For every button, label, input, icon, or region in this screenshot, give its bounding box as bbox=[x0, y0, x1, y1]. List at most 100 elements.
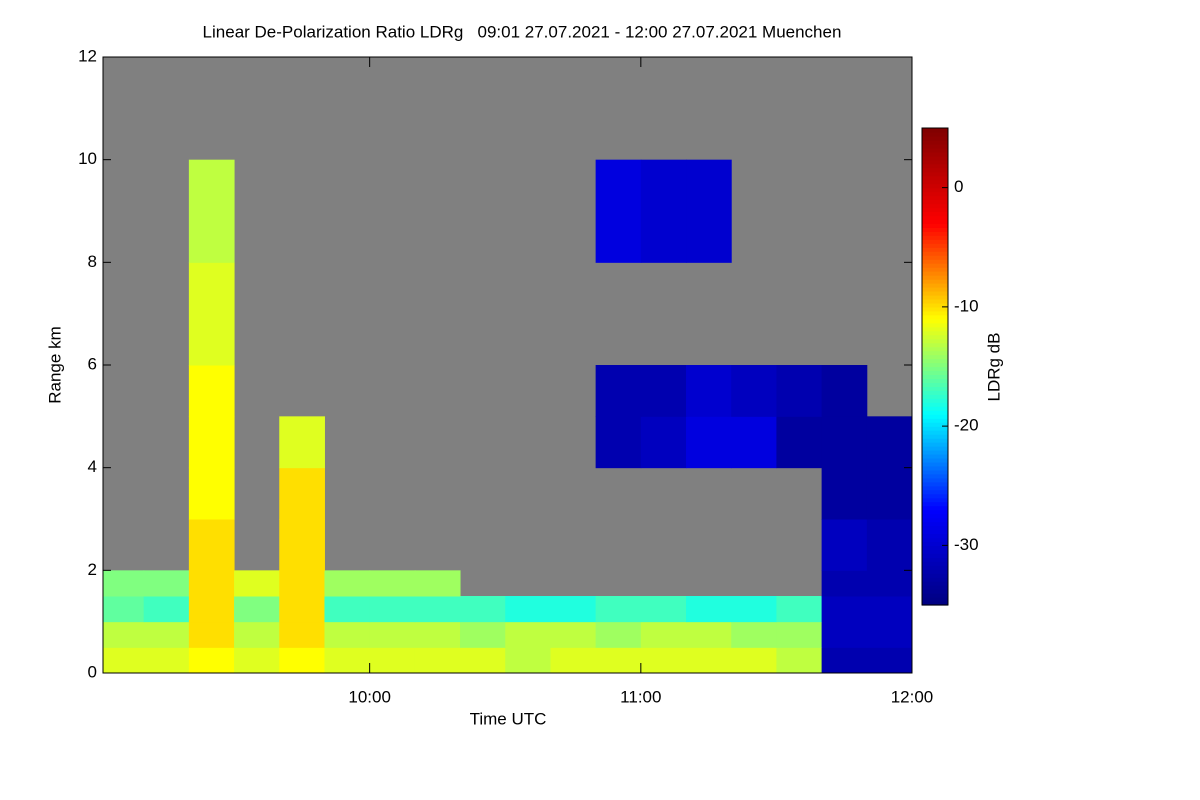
heatmap-cell bbox=[414, 647, 461, 674]
colorbar-swatch bbox=[922, 382, 948, 387]
heatmap-cell bbox=[234, 570, 280, 597]
colorbar-swatch bbox=[922, 155, 948, 161]
heatmap-cell bbox=[866, 416, 913, 469]
x-tick-label: 12:00 bbox=[891, 687, 934, 706]
colorbar-swatch bbox=[922, 255, 948, 260]
y-tick-label: 4 bbox=[88, 457, 97, 476]
heatmap-cell bbox=[505, 621, 551, 648]
colorbar-swatch bbox=[922, 561, 948, 566]
colorbar-swatch bbox=[922, 422, 948, 427]
colorbar-swatch bbox=[922, 219, 948, 224]
colorbar-swatch bbox=[922, 159, 948, 165]
heatmap-cell bbox=[640, 621, 687, 648]
colorbar-swatch bbox=[922, 585, 948, 590]
colorbar-swatch bbox=[922, 346, 948, 352]
heatmap-cell bbox=[103, 647, 145, 674]
heatmap-cell bbox=[279, 467, 325, 520]
colorbar-swatch bbox=[922, 366, 948, 372]
colorbar-swatch bbox=[922, 593, 948, 598]
heatmap-cell bbox=[460, 621, 506, 648]
colorbar-swatch bbox=[922, 465, 948, 471]
heatmap-cell bbox=[188, 570, 235, 597]
colorbar-swatch bbox=[922, 318, 948, 324]
colorbar-swatch bbox=[922, 481, 948, 487]
colorbar-swatch bbox=[922, 426, 948, 431]
heatmap-cell bbox=[369, 647, 416, 674]
colorbar-swatch bbox=[922, 163, 948, 169]
heatmap-cell bbox=[776, 416, 823, 469]
y-tick-label: 0 bbox=[88, 662, 97, 681]
heatmap-cell bbox=[324, 621, 371, 648]
colorbar-swatch bbox=[922, 569, 948, 574]
colorbar-swatch bbox=[922, 573, 948, 578]
heatmap-cell bbox=[640, 647, 687, 674]
colorbar-swatch bbox=[922, 418, 948, 423]
colorbar-swatch bbox=[922, 517, 948, 523]
colorbar-swatch bbox=[922, 513, 948, 519]
colorbar-swatch bbox=[922, 310, 948, 316]
colorbar-swatch bbox=[922, 374, 948, 380]
heatmap-cell bbox=[640, 365, 687, 417]
colorbar-swatch bbox=[922, 541, 948, 546]
colorbar-swatch bbox=[922, 549, 948, 554]
colorbar-swatch bbox=[922, 453, 948, 459]
heatmap-cell bbox=[776, 365, 823, 417]
colorbar-swatch bbox=[922, 597, 948, 602]
heatmap-cell bbox=[595, 365, 642, 417]
heatmap-cell bbox=[414, 596, 461, 623]
heatmap-cell bbox=[550, 596, 597, 623]
heatmap-cell bbox=[414, 570, 461, 597]
colorbar-swatch bbox=[922, 239, 948, 244]
colorbar-swatch bbox=[922, 414, 948, 419]
colorbar-swatch bbox=[922, 402, 948, 407]
heatmap-cell bbox=[188, 159, 235, 263]
colorbar-swatch bbox=[922, 489, 948, 495]
colorbar-swatch bbox=[922, 302, 948, 308]
heatmap-cell bbox=[686, 621, 732, 648]
heatmap-cell bbox=[143, 647, 190, 674]
colorbar-swatch bbox=[922, 485, 948, 491]
colorbar-swatch bbox=[922, 521, 948, 527]
colorbar-swatch bbox=[922, 509, 948, 515]
heatmap-cell bbox=[686, 647, 732, 674]
heatmap-cell bbox=[731, 365, 777, 417]
heatmap-cell bbox=[188, 262, 235, 366]
heatmap-cell bbox=[103, 570, 145, 597]
heatmap-cell bbox=[188, 647, 235, 674]
heatmap-cell bbox=[550, 647, 597, 674]
heatmap-cell bbox=[821, 621, 868, 648]
colorbar-swatch bbox=[922, 243, 948, 248]
colorbar-swatch bbox=[922, 283, 948, 288]
colorbar-swatch bbox=[922, 533, 948, 539]
heatmap-cell bbox=[414, 621, 461, 648]
colorbar-swatch bbox=[922, 493, 948, 499]
colorbar-tick-label: -20 bbox=[954, 416, 979, 435]
heatmap-cell bbox=[505, 596, 551, 623]
colorbar-swatch bbox=[922, 469, 948, 475]
heatmap-cell bbox=[103, 596, 145, 623]
heatmap-cell bbox=[731, 416, 777, 469]
y-tick-label: 2 bbox=[88, 560, 97, 579]
heatmap-cell bbox=[686, 365, 732, 417]
colorbar-swatch bbox=[922, 446, 948, 451]
colorbar-swatch bbox=[922, 354, 948, 360]
heatmap-cell bbox=[279, 416, 325, 469]
heatmap-cell bbox=[279, 519, 325, 571]
colorbar-swatch bbox=[922, 235, 948, 240]
heatmap-cell bbox=[776, 596, 823, 623]
heatmap-cell bbox=[369, 570, 416, 597]
y-tick-label: 8 bbox=[88, 252, 97, 271]
heatmap-cell bbox=[731, 621, 777, 648]
heatmap-cell bbox=[188, 621, 235, 648]
colorbar-swatch bbox=[922, 223, 948, 228]
heatmap-cell bbox=[640, 159, 687, 263]
heatmap-cell bbox=[460, 596, 506, 623]
colorbar-swatch bbox=[922, 191, 948, 197]
heatmap-cell bbox=[369, 596, 416, 623]
colorbar-swatch bbox=[922, 457, 948, 463]
colorbar-swatch bbox=[922, 505, 948, 511]
colorbar-swatch bbox=[922, 338, 948, 344]
colorbar-swatch bbox=[922, 461, 948, 467]
colorbar-swatch bbox=[922, 410, 948, 415]
colorbar-swatch bbox=[922, 370, 948, 376]
